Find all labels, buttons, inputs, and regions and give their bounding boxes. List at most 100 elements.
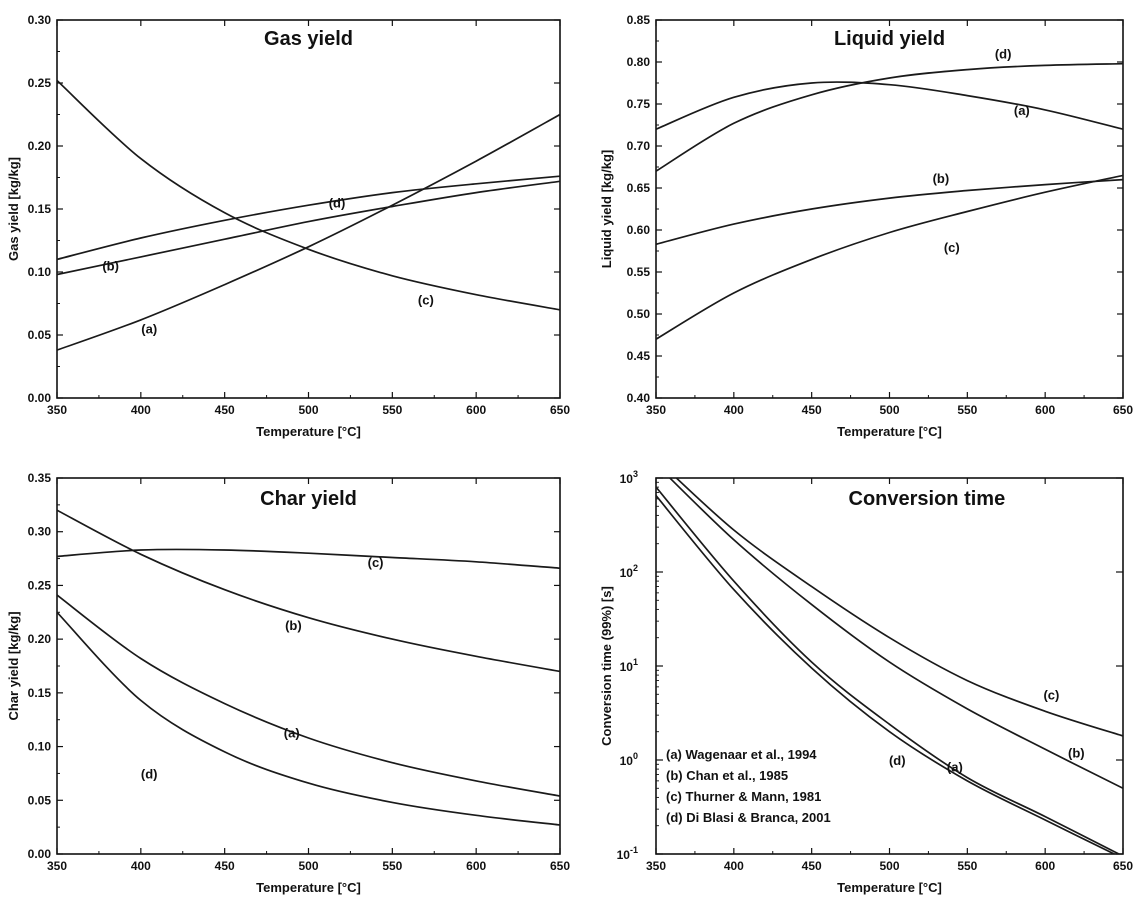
series-line-a — [656, 81, 1123, 131]
panel-title: Gas yield — [264, 28, 353, 50]
legend-entry: (d) Di Blasi & Branca, 2001 — [666, 810, 831, 825]
y-tick-label: 0.60 — [627, 223, 651, 237]
x-tick-label: 400 — [724, 859, 744, 873]
series-label: (d) — [329, 196, 346, 211]
x-tick-label: 500 — [298, 403, 318, 417]
series-line-d — [57, 611, 560, 826]
series-label: (c) — [418, 293, 434, 308]
y-tick-label: 0.00 — [28, 847, 52, 861]
x-tick-label: 350 — [646, 403, 666, 417]
series-label: (d) — [889, 753, 906, 768]
chart-panel-4: 350 400 450 500 550 600 65010-1100101102103Tem… — [599, 469, 1133, 895]
y-tick-label: 0.30 — [28, 13, 52, 27]
y-tick-label: 0.05 — [28, 793, 52, 807]
y-tick-label: 0.25 — [28, 76, 52, 90]
x-tick-label: 500 — [879, 403, 899, 417]
y-tick-label: 0.35 — [28, 471, 52, 485]
panel-title: Conversion time — [849, 488, 1006, 510]
series-label: (b) — [102, 259, 119, 274]
series-line-b — [57, 509, 560, 673]
legend-entry: (b) Chan et al., 1985 — [666, 768, 788, 783]
series-line-c — [57, 79, 560, 311]
series-line-a — [57, 113, 560, 351]
x-tick-label: 600 — [1035, 403, 1055, 417]
series-line-a — [656, 486, 1121, 854]
chart-panel-1: 350 400 450 500 550 600 650 0.00 0.05 0.10 0.15 0.2… — [6, 13, 570, 439]
y-tick-label: 0.40 — [627, 391, 651, 405]
y-axis-label: Liquid yield [kg/kg] — [599, 150, 614, 268]
series-label: (c) — [944, 240, 960, 255]
y-tick-label: 100 — [620, 751, 638, 768]
series-line-b — [57, 180, 560, 276]
series-line-a — [57, 594, 560, 797]
series-line-d — [656, 495, 1117, 854]
y-tick-label: 0.85 — [627, 13, 651, 27]
y-tick-base: 10 — [620, 566, 634, 580]
series-label: (b) — [933, 171, 950, 186]
y-tick-exponent: 1 — [633, 657, 638, 667]
y-tick-exponent: 3 — [633, 469, 638, 479]
x-tick-label: 600 — [466, 859, 486, 873]
series-line-b — [668, 478, 1123, 790]
x-tick-label: 400 — [724, 403, 744, 417]
y-tick-label: 0.30 — [28, 525, 52, 539]
x-tick-label: 450 — [802, 403, 822, 417]
x-tick-label: 650 — [550, 403, 570, 417]
y-tick-label: 0.20 — [28, 632, 52, 646]
series-line-c — [57, 548, 560, 570]
series-label: (a) — [284, 726, 300, 741]
x-tick-label: 350 — [47, 859, 67, 873]
y-tick-label: 0.10 — [28, 265, 52, 279]
y-tick-label: 0.15 — [28, 202, 52, 216]
series-line-c — [675, 478, 1123, 737]
x-axis-label: Temperature [°C] — [256, 880, 361, 895]
series-line-c — [656, 174, 1123, 340]
y-tick-base: 10 — [620, 472, 634, 486]
y-tick-label: 0.55 — [627, 265, 651, 279]
y-tick-exponent: 2 — [633, 563, 638, 573]
y-axis-label: Conversion time (99%) [s] — [599, 586, 614, 746]
series-label: (a) — [1014, 103, 1030, 118]
series-line-d — [656, 62, 1123, 172]
y-axis-label: Gas yield [kg/kg] — [6, 157, 21, 261]
x-tick-label: 550 — [957, 859, 977, 873]
y-tick-label: 0.05 — [28, 328, 52, 342]
series-label: (b) — [1068, 746, 1085, 761]
y-tick-exponent: 0 — [633, 751, 638, 761]
x-tick-label: 400 — [131, 859, 151, 873]
y-tick-label: 0.70 — [627, 139, 651, 153]
chart-panel-2: 350 400 450 500 550 600 650 0.40 0.45 0.50 0.55 0.6… — [599, 13, 1133, 439]
series-label: (b) — [285, 618, 302, 633]
y-tick-base: 10 — [620, 660, 634, 674]
x-tick-label: 550 — [382, 859, 402, 873]
x-axis-label: Temperature [°C] — [256, 424, 361, 439]
plot-frame — [56, 19, 561, 399]
y-tick-label: 0.25 — [28, 578, 52, 592]
y-tick-label: 0.80 — [627, 55, 651, 69]
x-tick-label: 350 — [47, 403, 67, 417]
legend-entry: (c) Thurner & Mann, 1981 — [666, 789, 821, 804]
y-tick-label: 101 — [620, 657, 638, 674]
y-tick-label: 0.65 — [627, 181, 651, 195]
y-tick-label: 0.50 — [627, 307, 651, 321]
x-tick-label: 600 — [466, 403, 486, 417]
series-label: (d) — [141, 766, 158, 781]
series-line-d — [57, 175, 560, 261]
y-tick-label: 0.75 — [627, 97, 651, 111]
chart-panel-3: 350 400 450 500 550 600 650 0.00 0.05 0.10 0.15 0.2… — [6, 471, 570, 895]
series-label: (d) — [995, 47, 1012, 62]
y-axis-label: Char yield [kg/kg] — [6, 611, 21, 720]
y-tick-label: 10-1 — [617, 845, 638, 862]
panel-title: Liquid yield — [834, 28, 945, 50]
x-tick-label: 450 — [802, 859, 822, 873]
y-tick-base: 10 — [620, 754, 634, 768]
y-tick-label: 0.45 — [627, 349, 651, 363]
x-axis-label: Temperature [°C] — [837, 880, 942, 895]
panel-title: Char yield — [260, 488, 357, 510]
x-tick-label: 550 — [957, 403, 977, 417]
x-tick-label: 450 — [215, 859, 235, 873]
x-tick-label: 600 — [1035, 859, 1055, 873]
y-tick-label: 103 — [620, 469, 638, 486]
y-tick-label: 102 — [620, 563, 638, 580]
